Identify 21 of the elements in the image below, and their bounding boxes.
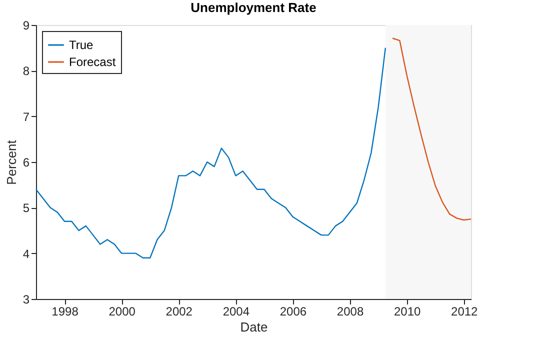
y-tick-label: 5: [22, 201, 30, 216]
y-axis-title: Percent: [4, 140, 19, 185]
x-tick-label: 1998: [52, 304, 79, 318]
x-tick-label: 2008: [336, 304, 364, 318]
x-tick-label: 2004: [222, 304, 250, 318]
line-series: [392, 38, 472, 221]
y-tick-label: 4: [22, 246, 30, 261]
chart-title: Unemployment Rate: [190, 0, 316, 15]
y-tick-label: 7: [22, 110, 30, 124]
legend-label: Forecast: [69, 55, 116, 69]
y-tick-label: 3: [22, 292, 30, 306]
y-tick-label: 9: [22, 18, 30, 32]
x-tick-label: 2012: [451, 304, 478, 318]
x-tick-label: 2006: [280, 304, 307, 318]
x-axis-title: Date: [240, 320, 268, 334]
y-tick-label: 8: [22, 64, 30, 78]
x-tick-label: 2010: [394, 304, 421, 318]
legend-label: True: [69, 38, 94, 52]
x-tick-label: 2002: [166, 304, 193, 318]
y-tick-label: 6: [22, 156, 30, 170]
x-tick-label: 2000: [108, 304, 136, 318]
